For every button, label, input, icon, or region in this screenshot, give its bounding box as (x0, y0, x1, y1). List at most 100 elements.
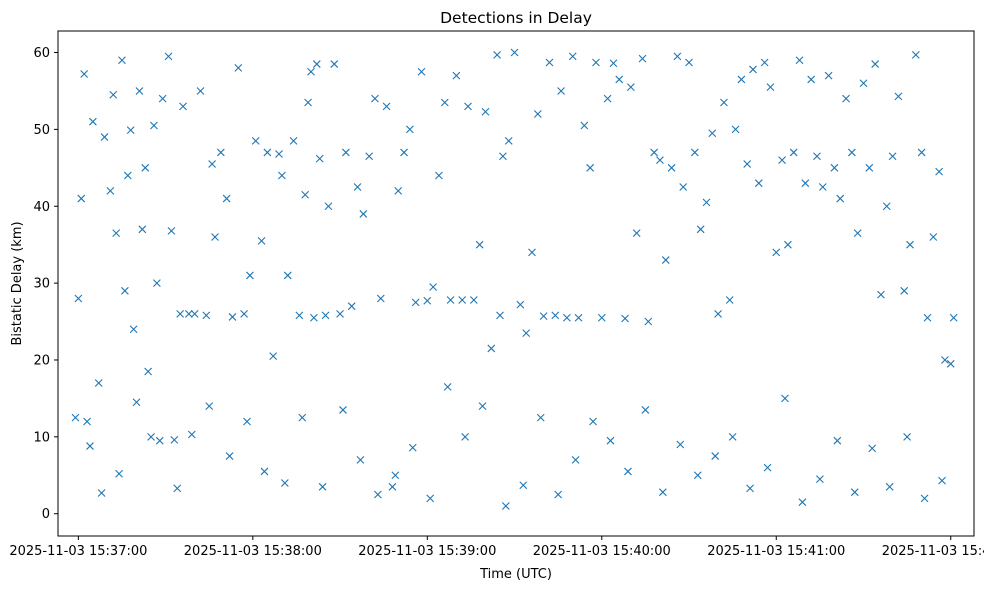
data-point (94, 379, 103, 387)
data-point (574, 313, 583, 322)
x-tick-label: 2025-11-03 15:37:00 (9, 544, 147, 559)
data-point (365, 152, 374, 161)
data-point (243, 417, 251, 426)
data-point (557, 87, 565, 95)
data-point (324, 202, 333, 211)
data-point (626, 83, 635, 92)
data-point (929, 233, 938, 241)
data-point (708, 129, 717, 138)
data-point (464, 102, 472, 111)
data-point (885, 482, 894, 491)
data-point (371, 94, 379, 103)
data-point (426, 494, 435, 503)
data-point (97, 489, 106, 497)
y-axis-label: Bistatic Delay (km) (10, 221, 25, 345)
data-point (493, 50, 501, 59)
data-point (487, 344, 496, 353)
data-point (138, 225, 147, 234)
data-point (923, 313, 932, 322)
data-point (586, 163, 595, 172)
data-point (423, 296, 432, 305)
data-point (603, 94, 612, 103)
data-point (106, 186, 115, 195)
data-point (720, 98, 728, 107)
y-tick-label: 20 (33, 353, 50, 368)
data-point (571, 456, 580, 464)
data-point (836, 194, 845, 203)
x-axis-label: Time (UTC) (479, 567, 552, 582)
data-point (903, 432, 912, 441)
data-point (144, 367, 153, 376)
data-point (100, 133, 109, 141)
data-point (499, 152, 507, 161)
data-point (865, 163, 874, 172)
data-point (743, 160, 752, 168)
data-point (754, 179, 763, 188)
data-point (173, 484, 182, 493)
data-point (760, 58, 769, 67)
data-point (388, 482, 397, 491)
data-point (580, 121, 589, 130)
data-point (307, 67, 315, 76)
data-point (749, 65, 757, 74)
chart-title: Detections in Delay (440, 9, 592, 27)
data-point (141, 163, 150, 172)
data-point (693, 471, 702, 480)
data-point (795, 56, 804, 65)
data-point (830, 163, 839, 172)
data-point (624, 467, 632, 476)
data-point (833, 436, 842, 445)
data-point (295, 311, 304, 320)
data-point (920, 494, 929, 503)
data-point (496, 311, 504, 320)
data-point (478, 402, 487, 410)
data-point (597, 313, 606, 322)
data-point (533, 110, 542, 118)
y-axis: 0 10 20 30 40 50 60 (33, 46, 58, 522)
data-point (158, 94, 167, 103)
data-point (475, 240, 484, 249)
data-point (621, 314, 629, 323)
data-point (304, 98, 312, 107)
data-point (170, 436, 179, 444)
data-point (850, 488, 859, 497)
data-point (184, 309, 193, 318)
data-point (609, 59, 618, 68)
data-point (152, 279, 161, 288)
data-point (89, 117, 97, 126)
data-point (132, 398, 141, 407)
data-point (714, 309, 722, 318)
data-point (120, 286, 129, 295)
data-point (400, 148, 408, 157)
data-point (536, 413, 545, 422)
data-point (877, 290, 885, 299)
data-point (661, 256, 670, 264)
data-point (71, 413, 80, 422)
data-point (123, 171, 132, 180)
data-point (452, 71, 461, 80)
data-point (911, 50, 920, 59)
data-point (318, 482, 327, 491)
data-point (83, 417, 91, 426)
y-tick-label: 30 (33, 277, 50, 292)
data-point (528, 248, 536, 257)
data-point (696, 225, 705, 234)
data-point (155, 436, 164, 445)
data-point (673, 52, 682, 61)
y-tick-label: 40 (33, 200, 50, 215)
data-point (539, 312, 548, 321)
data-point (589, 417, 597, 426)
data-point (202, 311, 211, 320)
data-point (824, 71, 833, 80)
data-point (278, 171, 286, 180)
data-point (818, 183, 827, 191)
data-point (702, 198, 711, 207)
data-point (772, 248, 781, 257)
data-point (676, 440, 685, 449)
data-point (781, 394, 789, 403)
data-point (115, 469, 123, 478)
data-point (275, 150, 283, 158)
data-point (225, 452, 234, 460)
data-point (417, 67, 426, 76)
